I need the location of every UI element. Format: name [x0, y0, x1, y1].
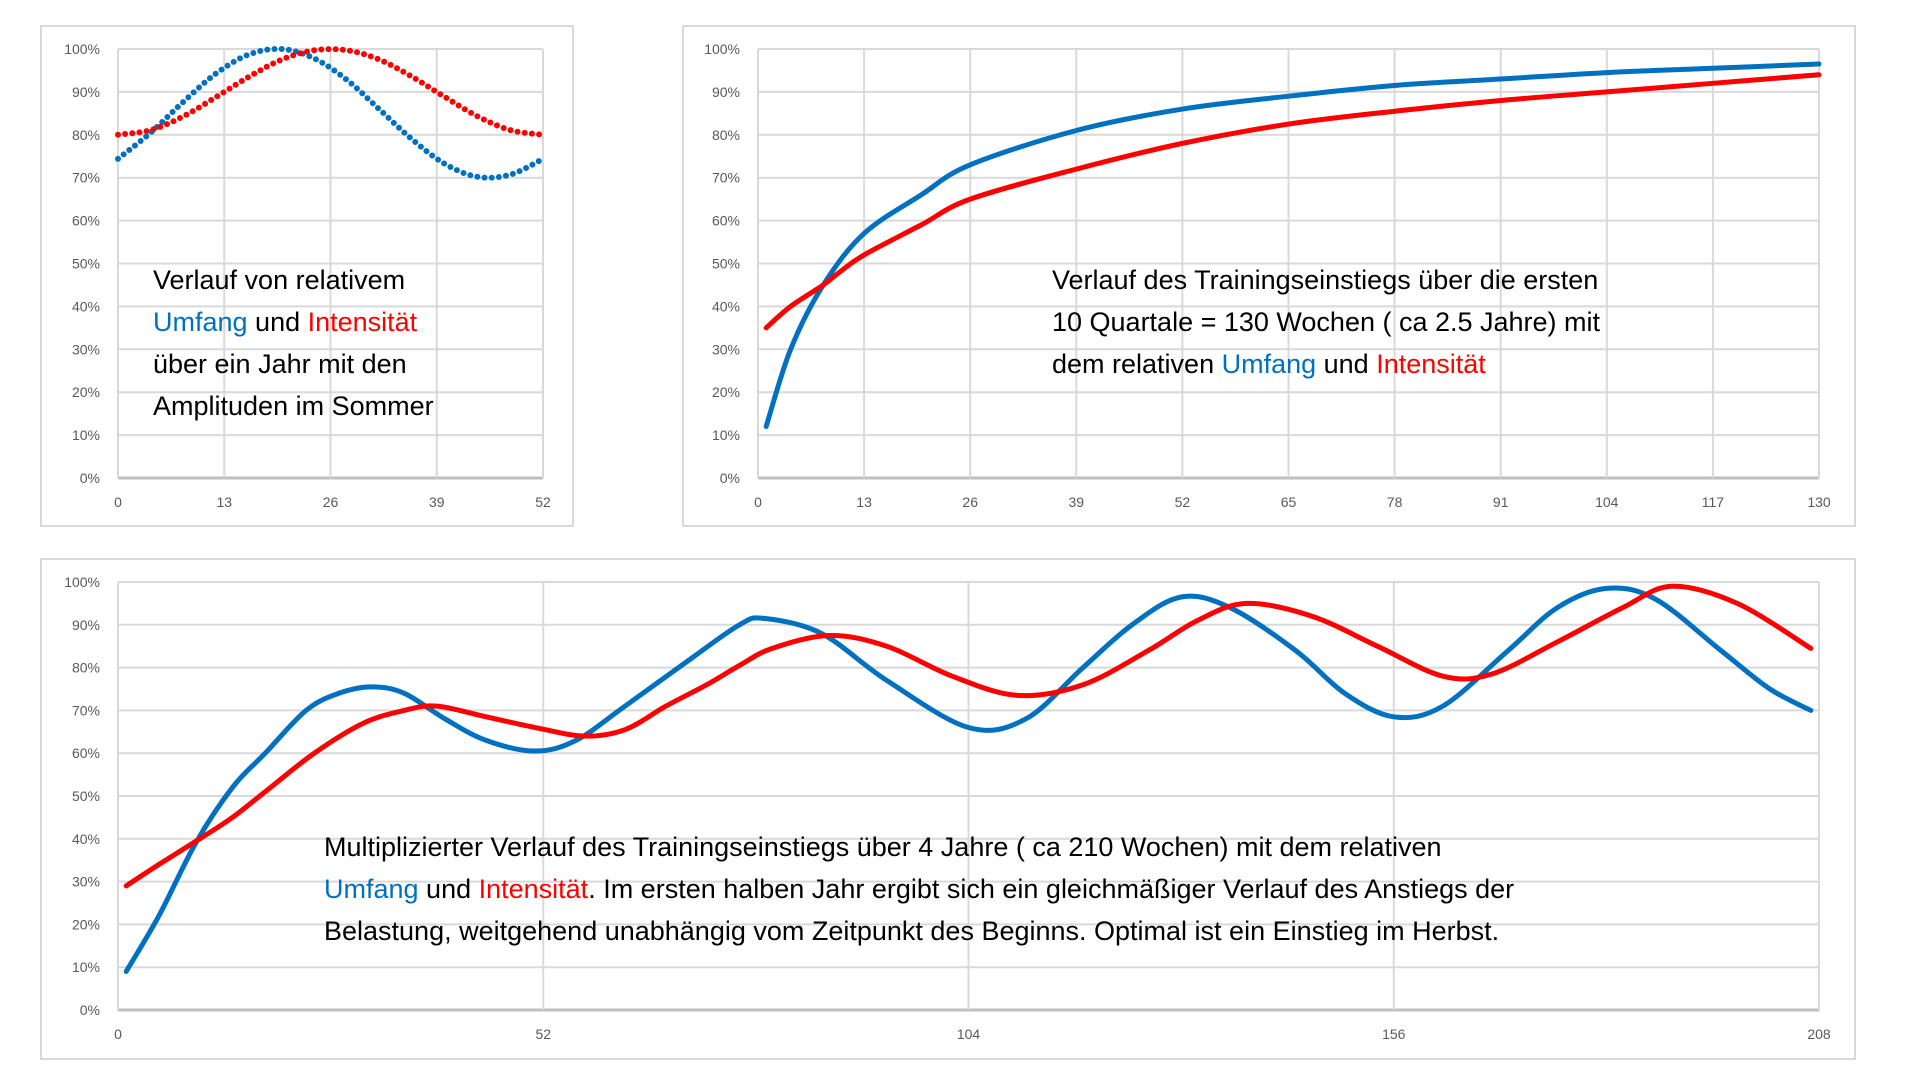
x-tick-label: 26 [323, 494, 339, 510]
y-tick-label: 60% [72, 745, 100, 761]
y-tick-label: 40% [712, 298, 740, 314]
y-tick-label: 50% [712, 256, 740, 272]
series-line-intensitaet [123, 583, 1814, 889]
chart-combined-annotation: Multiplizierter Verlauf des Trainingsein… [324, 826, 1514, 952]
annotation-line: Verlauf des Trainingseinstiegs über die … [1052, 265, 1599, 295]
y-tick-label: 20% [712, 384, 740, 400]
x-tick-label: 117 [1702, 494, 1725, 510]
chart-panel-annual: 0% 10% 20% 30% 40% 50% 60% 70% 80% 90% 100% 0 13 26 39… [40, 25, 574, 527]
annotation-line: Umfang und Intensität. Im ersten halben … [324, 868, 1514, 910]
legend-umfang: Umfang [1221, 349, 1317, 379]
y-tick-label: 90% [72, 617, 100, 633]
series-line-umfang [763, 61, 1822, 430]
y-tick-label: 20% [72, 384, 100, 400]
y-tick-label: 50% [72, 788, 100, 804]
y-tick-label: 10% [72, 427, 100, 443]
chart-annual-svg: 0% 10% 20% 30% 40% 50% 60% 70% 80% 90% 100% 0 13 26 39… [64, 41, 551, 510]
y-tick-label: 60% [712, 213, 740, 229]
x-tick-label: 0 [754, 494, 762, 510]
y-tick-label: 100% [64, 41, 100, 57]
y-tick-label: 40% [72, 298, 100, 314]
x-tick-label: 0 [114, 494, 122, 510]
annotation-line: Verlauf von relativem [153, 265, 406, 295]
chart-entry-svg: 0% 10% 20% 30% 40% 50% 60% 70% 80% 90% 100% 0 13 26 39… [704, 41, 1831, 510]
x-tick-label: 0 [114, 1026, 122, 1042]
x-tick-label: 104 [1595, 494, 1619, 510]
annotation-line: Amplituden im Sommer [153, 391, 434, 421]
y-tick-label: 80% [72, 127, 100, 143]
y-tick-label: 80% [712, 127, 740, 143]
x-tick-label: 26 [962, 494, 978, 510]
y-tick-label: 10% [72, 959, 100, 975]
x-tick-label: 39 [1069, 494, 1085, 510]
x-tick-label: 52 [1175, 494, 1191, 510]
y-tick-label: 90% [72, 84, 100, 100]
chart-combined-svg: 0% 10% 20% 30% 40% 50% 60% 70% 80% 90% 100% 0 52 104 1… [64, 574, 1831, 1042]
y-tick-label: 100% [64, 574, 100, 590]
annotation-line: dem relativen Umfang und Intensität [1052, 343, 1600, 385]
annotation-line: über ein Jahr mit den [153, 349, 407, 379]
legend-intensitaet: Intensität [1376, 349, 1486, 379]
x-tick-label: 13 [856, 494, 872, 510]
y-tick-label: 80% [72, 660, 100, 676]
y-tick-label: 60% [72, 213, 100, 229]
y-tick-label: 50% [72, 256, 100, 272]
y-tick-label: 10% [712, 427, 740, 443]
x-tick-label: 91 [1493, 494, 1509, 510]
series-line-umfang [123, 585, 1814, 974]
y-tick-label: 30% [712, 341, 740, 357]
x-tick-label: 65 [1281, 494, 1297, 510]
y-tick-label: 0% [80, 470, 100, 486]
series-line-intensitaet [115, 46, 546, 138]
annotation-text: und [418, 874, 479, 904]
chart-panel-entry: 0% 10% 20% 30% 40% 50% 60% 70% 80% 90% 100% 0 13 26 39… [682, 25, 1856, 527]
x-tick-label: 78 [1387, 494, 1403, 510]
y-tick-label: 70% [72, 170, 100, 186]
y-tick-label: 30% [72, 341, 100, 357]
y-tick-label: 30% [72, 874, 100, 890]
y-tick-label: 100% [704, 41, 740, 57]
chart-panel-combined: 0% 10% 20% 30% 40% 50% 60% 70% 80% 90% 100% 0 52 104 1… [40, 558, 1856, 1060]
x-tick-label: 13 [216, 494, 232, 510]
legend-intensitaet: Intensität [307, 307, 418, 337]
y-tick-label: 40% [72, 831, 100, 847]
x-tick-label: 39 [429, 494, 445, 510]
series-line-intensitaet [763, 72, 1822, 331]
series-line-umfang [115, 45, 546, 181]
annotation-text: und [247, 307, 308, 337]
chart-annual-annotation: Verlauf von relativem Umfang und Intensi… [153, 259, 434, 427]
y-tick-label: 0% [720, 470, 740, 486]
x-tick-label: 104 [957, 1026, 981, 1042]
annotation-text: dem relativen [1052, 349, 1222, 379]
annotation-line: Umfang und Intensität [153, 301, 434, 343]
y-tick-label: 20% [72, 916, 100, 932]
legend-umfang: Umfang [153, 307, 248, 337]
y-tick-label: 70% [72, 702, 100, 718]
annotation-line: Belastung, weitgehend unabhängig vom Zei… [324, 916, 1500, 946]
legend-umfang: Umfang [324, 874, 419, 904]
x-tick-label: 52 [535, 494, 551, 510]
annotation-text: . Im ersten halben Jahr ergibt sich ein … [588, 874, 1515, 904]
annotation-text: und [1316, 349, 1377, 379]
chart-entry-annotation: Verlauf des Trainingseinstiegs über die … [1052, 259, 1600, 385]
annotation-line: 10 Quartale = 130 Wochen ( ca 2.5 Jahre)… [1052, 307, 1601, 337]
y-tick-label: 0% [80, 1002, 100, 1018]
legend-intensitaet: Intensität [478, 874, 589, 904]
y-tick-label: 90% [712, 84, 740, 100]
x-tick-label: 52 [535, 1026, 551, 1042]
y-tick-label: 70% [712, 170, 740, 186]
x-tick-label: 208 [1807, 1026, 1831, 1042]
x-tick-label: 156 [1382, 1026, 1406, 1042]
annotation-line: Multiplizierter Verlauf des Trainingsein… [324, 832, 1442, 862]
x-tick-label: 130 [1807, 494, 1831, 510]
